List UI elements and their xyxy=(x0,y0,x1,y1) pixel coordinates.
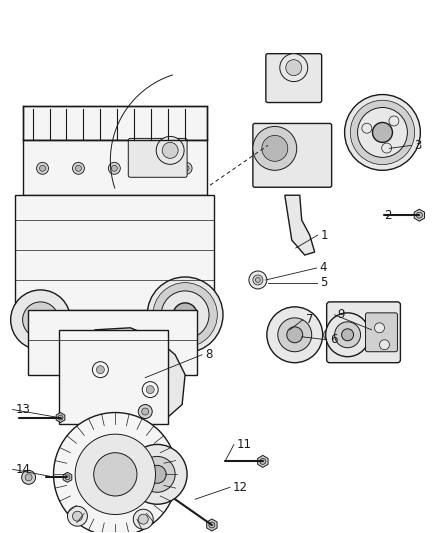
Circle shape xyxy=(209,522,215,528)
Text: 4: 4 xyxy=(320,262,327,274)
Circle shape xyxy=(127,445,187,504)
Polygon shape xyxy=(56,413,65,423)
Circle shape xyxy=(326,313,370,357)
Circle shape xyxy=(11,290,71,350)
Circle shape xyxy=(417,212,422,218)
FancyBboxPatch shape xyxy=(128,139,187,177)
Circle shape xyxy=(324,329,336,341)
Circle shape xyxy=(37,163,49,174)
FancyBboxPatch shape xyxy=(23,140,207,195)
Circle shape xyxy=(153,282,217,347)
Circle shape xyxy=(161,291,209,339)
Circle shape xyxy=(142,382,158,398)
Circle shape xyxy=(71,336,99,364)
FancyBboxPatch shape xyxy=(28,310,197,375)
Circle shape xyxy=(58,415,63,420)
Circle shape xyxy=(156,136,184,164)
Circle shape xyxy=(327,332,332,338)
Text: 7: 7 xyxy=(306,313,313,326)
Circle shape xyxy=(146,385,154,393)
Text: 12: 12 xyxy=(233,481,248,494)
Circle shape xyxy=(60,325,110,375)
FancyBboxPatch shape xyxy=(366,313,397,352)
Circle shape xyxy=(162,142,178,158)
Circle shape xyxy=(287,327,303,343)
Text: 8: 8 xyxy=(205,348,212,361)
Text: 13: 13 xyxy=(16,403,31,416)
Circle shape xyxy=(180,163,192,174)
Circle shape xyxy=(108,163,120,174)
Circle shape xyxy=(260,458,266,464)
Circle shape xyxy=(96,366,104,374)
Circle shape xyxy=(138,405,152,418)
Circle shape xyxy=(138,514,148,524)
Circle shape xyxy=(278,318,312,352)
Polygon shape xyxy=(63,472,72,482)
Circle shape xyxy=(262,135,288,161)
Text: 2: 2 xyxy=(385,208,392,222)
Circle shape xyxy=(65,475,70,480)
FancyBboxPatch shape xyxy=(253,124,332,187)
Circle shape xyxy=(72,511,82,521)
Text: 6: 6 xyxy=(330,333,337,346)
Circle shape xyxy=(32,312,49,328)
Circle shape xyxy=(25,474,32,481)
Circle shape xyxy=(79,344,92,356)
Circle shape xyxy=(147,165,153,171)
Text: 3: 3 xyxy=(414,139,422,152)
Circle shape xyxy=(253,275,263,285)
Circle shape xyxy=(389,116,399,126)
Circle shape xyxy=(94,453,137,496)
Circle shape xyxy=(147,277,223,353)
Circle shape xyxy=(148,465,166,483)
Circle shape xyxy=(374,323,385,333)
Circle shape xyxy=(372,123,392,142)
Circle shape xyxy=(255,278,260,282)
Polygon shape xyxy=(414,209,424,221)
Circle shape xyxy=(183,165,189,171)
Circle shape xyxy=(381,143,392,153)
FancyBboxPatch shape xyxy=(59,330,168,424)
Text: 14: 14 xyxy=(16,463,31,476)
Circle shape xyxy=(342,329,353,341)
Circle shape xyxy=(53,413,177,533)
Circle shape xyxy=(67,506,88,526)
Circle shape xyxy=(75,434,155,514)
Text: 1: 1 xyxy=(321,229,328,241)
Circle shape xyxy=(345,94,420,171)
Circle shape xyxy=(139,456,175,492)
Circle shape xyxy=(72,163,85,174)
Polygon shape xyxy=(258,455,268,467)
Circle shape xyxy=(249,271,267,289)
Circle shape xyxy=(267,307,323,362)
Polygon shape xyxy=(207,519,217,531)
Circle shape xyxy=(21,470,35,484)
Circle shape xyxy=(253,126,297,171)
Circle shape xyxy=(142,408,149,415)
Text: 5: 5 xyxy=(320,277,327,289)
Polygon shape xyxy=(75,328,185,424)
Circle shape xyxy=(144,163,156,174)
Circle shape xyxy=(111,165,117,171)
FancyBboxPatch shape xyxy=(266,54,321,102)
Circle shape xyxy=(75,165,81,171)
Text: 9: 9 xyxy=(338,309,345,321)
Circle shape xyxy=(335,322,360,348)
Circle shape xyxy=(173,303,197,327)
FancyBboxPatch shape xyxy=(23,106,207,140)
Circle shape xyxy=(350,100,415,165)
Circle shape xyxy=(357,108,407,157)
Circle shape xyxy=(286,60,302,76)
Circle shape xyxy=(379,340,389,350)
Text: 11: 11 xyxy=(237,438,252,451)
Circle shape xyxy=(280,54,308,82)
Circle shape xyxy=(92,362,108,378)
Polygon shape xyxy=(285,195,314,255)
Circle shape xyxy=(39,165,46,171)
Circle shape xyxy=(23,302,59,338)
Circle shape xyxy=(362,123,372,133)
FancyBboxPatch shape xyxy=(14,195,214,310)
FancyBboxPatch shape xyxy=(327,302,400,362)
Circle shape xyxy=(133,509,153,529)
